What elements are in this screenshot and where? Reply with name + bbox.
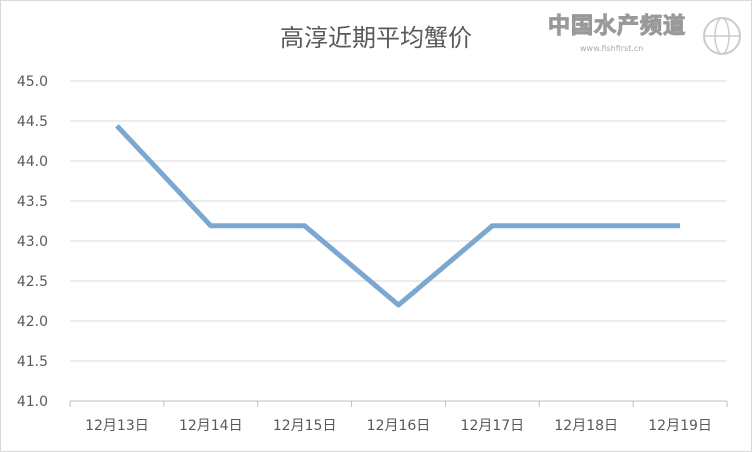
y-tick-label: 43.0 [17, 234, 48, 250]
y-tick-label: 41.5 [17, 354, 48, 370]
x-tick-label: 12月19日 [648, 418, 712, 434]
x-tick-label: 12月15日 [273, 418, 337, 434]
y-tick-label: 43.5 [17, 194, 48, 210]
y-tick-label: 44.0 [17, 154, 48, 170]
x-tick-label: 12月18日 [554, 418, 618, 434]
watermark-logo: 中国水产频道 [547, 14, 687, 40]
watermark-url: www.fishfirst.cn [580, 44, 644, 53]
x-tick-label: 12月13日 [85, 418, 149, 434]
x-tick-label: 12月14日 [179, 418, 243, 434]
y-tick-label: 42.5 [17, 274, 48, 290]
watermark-text: 中国水产频道 [547, 14, 687, 40]
x-tick-label: 12月16日 [367, 418, 431, 434]
y-tick-label: 45.0 [17, 74, 48, 90]
y-tick-label: 44.5 [17, 114, 48, 130]
y-tick-label: 42.0 [17, 314, 48, 330]
series-line [115, 124, 681, 308]
y-tick-label: 41.0 [17, 394, 48, 410]
chart-title: 高淳近期平均蟹价 [280, 24, 472, 52]
x-tick-label: 12月17日 [461, 418, 525, 434]
